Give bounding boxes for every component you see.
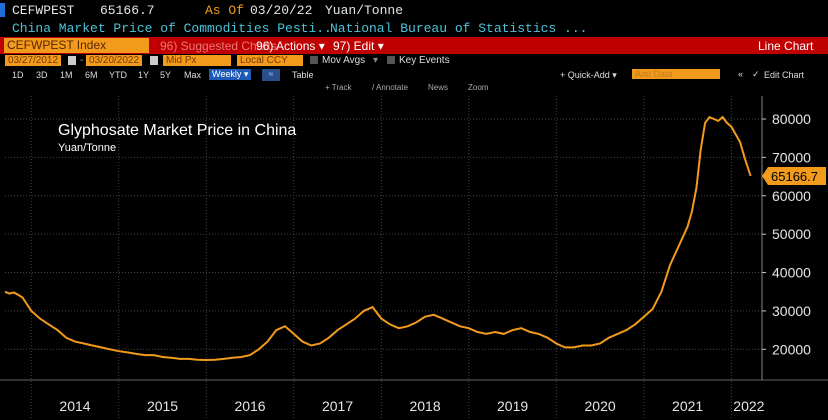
x-tick-label: 2021 [672,398,703,414]
index-field[interactable]: CEFWPEST Index [4,38,149,53]
range-5y[interactable]: 5Y [160,70,172,80]
range-toolbar: 1D 3D 1M 6M YTD 1Y 5Y Max Weekly ▾ ≈ Tab… [0,68,828,82]
range-1y[interactable]: 1Y [138,70,150,80]
x-axis: 2014 2015 2016 2017 2018 2019 2020 2021 2022 [59,398,764,414]
x-tick-label: 2020 [585,398,616,414]
x-tick-label: 2018 [409,398,440,414]
menu-bar: CEFWPEST Index 96) Suggested Charts 96) … [0,37,828,54]
edit-menu[interactable]: 97) Edit ▾ [333,39,384,53]
ticker-label: CEFWPEST [12,3,75,18]
edit-icon[interactable]: ✓ [752,69,760,79]
asof-label: As Of [205,3,245,18]
chart-type-label: Line Chart [758,39,814,53]
range-ytd[interactable]: YTD [109,70,127,80]
mov-avgs-toggle[interactable]: Mov Avgs [322,55,366,66]
y-tick-label: 40000 [772,265,811,281]
y-tick-label: 30000 [772,303,811,319]
zoom-tool[interactable]: Zoom [468,83,489,92]
y-tick-label: 50000 [772,226,811,242]
suggested-charts-button[interactable]: 96) Suggested Charts [160,39,277,53]
last-value-text: 65166.7 [771,169,818,184]
end-date-field[interactable]: 03/20/2022 [86,55,143,66]
last-value-marker: 65166.7 [762,166,826,185]
x-tick-label: 2016 [234,398,265,414]
cursor-marker [0,3,5,17]
y-tick-label: 80000 [772,111,811,127]
price-field[interactable]: Mid Px [163,55,231,66]
chart-title: Glyphosate Market Price in China [58,122,296,139]
x-tick-label: 2022 [733,398,764,414]
checkbox-icon[interactable] [387,56,395,64]
x-tick-label: 2014 [59,398,90,414]
start-date-field[interactable]: 03/27/2012 [5,55,62,66]
currency-field[interactable]: Local CCY [237,55,303,66]
add-data-input[interactable]: Add Data [632,69,720,79]
y-tick-label: 20000 [772,341,811,357]
x-tick-label: 2019 [497,398,528,414]
track-tool[interactable]: + Track [325,83,352,92]
edit-chart-button[interactable]: Edit Chart [764,70,805,80]
range-1m[interactable]: 1M [60,70,73,80]
line-style-icon[interactable]: ≈ [262,69,280,81]
frequency-select[interactable]: Weekly ▾ [209,69,252,80]
news-tool[interactable]: News [428,83,449,92]
key-events-toggle[interactable]: Key Events [399,55,450,66]
x-tick-label: 2017 [322,398,353,414]
range-3d[interactable]: 3D [36,70,48,80]
date-controls: 03/27/2012 - 03/20/2022 Mid Px Local CCY… [0,54,828,68]
range-1d[interactable]: 1D [12,70,24,80]
description-row: China Market Price of Commodities Pesti.… [0,20,828,37]
y-tick-label: 70000 [772,149,811,165]
price-line [4,115,752,362]
collapse-icon[interactable]: « [738,69,744,79]
security-header: CEFWPEST 65166.7 As Of 03/20/22 Yuan/Ton… [0,0,828,20]
range-6m[interactable]: 6M [85,70,98,80]
unit-label: Yuan/Tonne [325,3,404,18]
quick-add-button[interactable]: + Quick-Add ▾ [560,70,617,80]
calendar-icon[interactable] [150,56,158,65]
grid-lines [0,96,828,420]
actions-menu[interactable]: 96) Actions ▾ [256,39,325,53]
calendar-icon[interactable] [68,56,76,65]
last-value-tag [762,166,826,185]
security-description: China Market Price of Commodities Pesti.… [12,21,340,36]
chart-subtitle: Yuan/Tonne [58,142,116,154]
chart-tools: + Track / Annotate News Zoom [0,82,828,95]
data-source: National Bureau of Statistics ... [330,21,588,36]
asof-date: 03/20/22 [250,3,313,18]
range-max[interactable]: Max [184,70,202,80]
y-tick-label: 60000 [772,188,811,204]
x-tick-label: 2015 [147,398,178,414]
y-axis: 20000 30000 40000 50000 60000 70000 80000 [761,96,811,380]
checkbox-icon[interactable] [310,56,318,64]
last-value: 65166.7 [100,3,155,18]
annotate-tool[interactable]: / Annotate [372,83,409,92]
table-button[interactable]: Table [292,70,314,80]
